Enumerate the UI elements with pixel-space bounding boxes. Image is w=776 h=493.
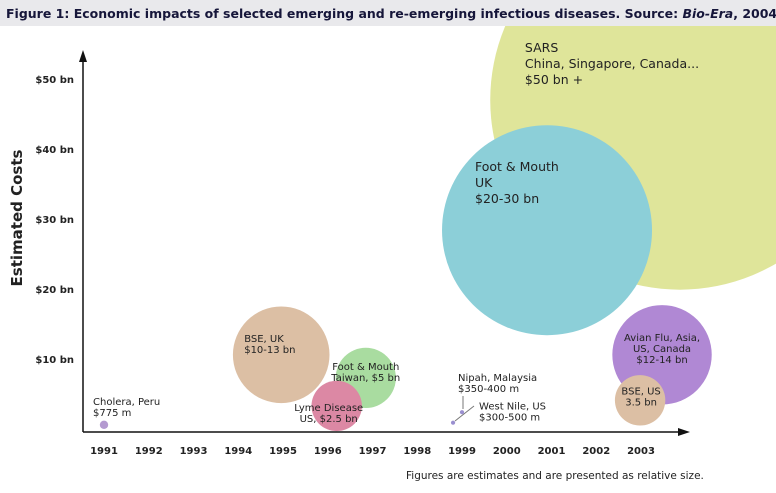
x-tick-label: 1999 (448, 446, 476, 457)
note: Figures are estimates and are presented … (406, 470, 704, 482)
bubble-label: US, $2.5 bn (300, 414, 358, 425)
bubble-label: BSE, UK (244, 334, 284, 345)
x-tick-label: 2002 (582, 446, 610, 457)
bubble-label: Foot & Mouth (475, 159, 559, 174)
bubble (311, 380, 362, 432)
y-axis-arrow (79, 50, 87, 62)
bubble-label: $775 m (93, 408, 131, 419)
title-end: , 2004. (733, 6, 776, 21)
x-tick-label: 2000 (493, 446, 521, 457)
bubble-label: Foot & Mouth (332, 362, 399, 373)
bubble-label: US, Canada (633, 344, 691, 355)
x-tick-label: 2001 (538, 446, 566, 457)
bubble-label: $350-400 m (458, 384, 519, 395)
title-source: Bio-Era (683, 6, 734, 21)
bubble-label: West Nile, US (479, 402, 546, 413)
bubble-label: $300-500 m (479, 413, 540, 424)
bubble-label: Cholera, Peru (93, 397, 160, 408)
bubble (99, 420, 109, 429)
x-tick-label: 2003 (627, 446, 655, 457)
bubble-label: $20-30 bn (475, 191, 539, 206)
y-tick-label: $10 bn (35, 355, 74, 366)
x-tick-label: 1996 (314, 446, 342, 457)
bubble-label: $12-14 bn (636, 355, 687, 366)
bubble-label: SARS (525, 40, 558, 55)
header-band (0, 0, 776, 26)
bubble-label: $50 bn + (525, 72, 583, 87)
chart-title: Figure 1: Economic impacts of selected e… (6, 6, 776, 21)
bubble-label: Taiwan, $5 bn (330, 373, 400, 384)
leader (454, 405, 475, 422)
bubble-label: Lyme Disease (294, 403, 363, 414)
x-tick-label: 1998 (403, 446, 431, 457)
bubble (442, 125, 653, 336)
x-tick-label: 1994 (224, 446, 252, 457)
bubble (459, 410, 465, 415)
title-text: Figure 1: Economic impacts of selected e… (6, 6, 683, 21)
x-tick-label: 1997 (359, 446, 387, 457)
y-axis-label: Estimated Costs (8, 149, 26, 286)
bubble (450, 420, 456, 425)
y-tick-label: $20 bn (35, 285, 74, 296)
x-tick-label: 1993 (180, 446, 208, 457)
bubble (614, 375, 666, 426)
x-tick-label: 1991 (90, 446, 118, 457)
bubble-label: China, Singapore, Canada... (525, 56, 699, 71)
bubble-label: 3.5 bn (625, 397, 657, 408)
bubble-label: $10-13 bn (244, 345, 295, 356)
x-tick-label: 1992 (135, 446, 163, 457)
y-tick-label: $50 bn (35, 75, 74, 86)
bubble (232, 306, 330, 404)
x-axis-arrow (678, 428, 690, 436)
bubble-label: BSE, US (621, 386, 660, 397)
y-tick-label: $40 bn (35, 145, 74, 156)
bubble-label: UK (475, 175, 493, 190)
bubble-label: Avian Flu, Asia, (624, 333, 700, 344)
bubble-label: Nipah, Malaysia (458, 373, 537, 384)
x-tick-label: 1995 (269, 446, 297, 457)
y-tick-label: $30 bn (35, 215, 74, 226)
